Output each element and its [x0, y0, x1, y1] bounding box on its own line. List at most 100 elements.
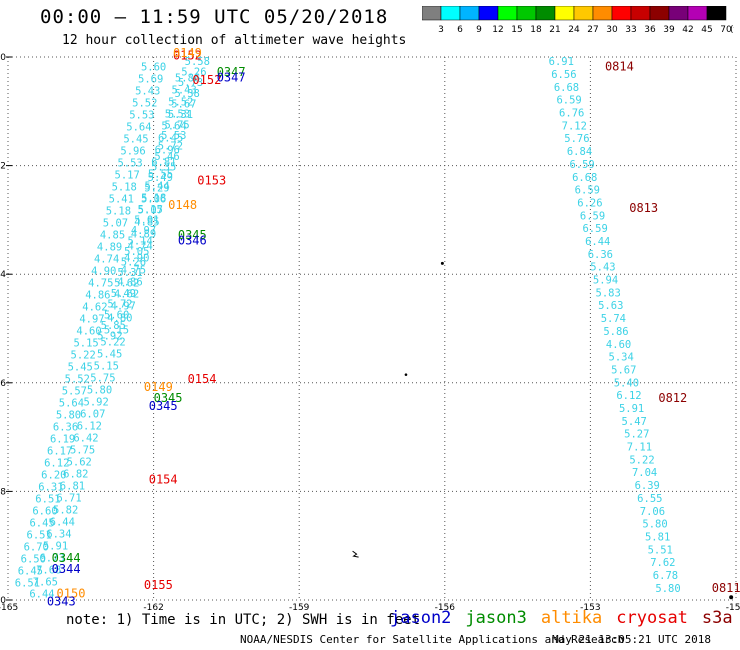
swh-label-west: 5.45	[97, 348, 122, 360]
pass-time-label: 0345	[178, 228, 207, 242]
colorbar-tick-label: 9	[476, 25, 482, 35]
swh-label-west: 4.90	[124, 252, 149, 264]
swh-label-east: 7.12	[562, 120, 587, 132]
colorbar-tick-label: 6	[457, 25, 463, 35]
swh-label-west: 5.80	[87, 384, 112, 396]
swh-label-west-b: 6.20	[41, 469, 66, 481]
satellite-legend-jason3: jason3	[465, 608, 527, 628]
swh-label-west-b: 6.17	[47, 445, 72, 457]
swh-label-west: 5.18	[141, 192, 166, 204]
swh-label-west-c: 5.60	[104, 309, 129, 321]
swh-label-east: 5.22	[629, 454, 654, 466]
swh-label-east: 6.44	[585, 236, 610, 248]
swh-label-east: 6.55	[637, 493, 662, 505]
swh-label-west-b: 4.97	[79, 314, 104, 326]
colorbar-tick-label: 21	[549, 25, 560, 35]
lon-tick-label: -159	[289, 603, 310, 613]
lon-tick-label: -153	[580, 603, 600, 613]
swh-label-west-b: 5.45	[68, 361, 93, 373]
swh-label-east: 6.84	[567, 146, 592, 158]
swh-label-east: 5.76	[564, 133, 589, 145]
map-title: 00:00 – 11:59 UTC 05/20/2018	[40, 6, 389, 28]
pass-time-label: 0811	[712, 581, 740, 595]
swh-label-east: 5.51	[648, 544, 673, 556]
swh-label-east: 6.59	[556, 95, 581, 107]
colorbar-tick-label: 30	[606, 25, 618, 35]
swh-label-west-c: 5.73	[178, 77, 203, 89]
swh-label-east: 5.63	[598, 300, 623, 312]
colorbar-tick-label: 39	[663, 25, 675, 35]
swh-label-west-b: 4.86	[85, 290, 110, 302]
pass-time-label: 0345	[154, 391, 183, 405]
swh-label-west-c: 4.97	[131, 225, 156, 237]
swh-label-west: 5.55	[148, 168, 173, 180]
swh-label-west-c: 5.49	[148, 172, 173, 184]
swh-label-west-b: 5.43	[135, 86, 160, 98]
pass-time-label: 0152	[173, 49, 202, 63]
pass-time-label: 0347	[217, 65, 246, 79]
satellite-legend-s3a: s3a	[701, 608, 733, 628]
swh-label-west: 6.81	[151, 156, 176, 168]
swh-label-west-b: 5.18	[106, 206, 131, 218]
swh-label-west: 5.82	[53, 504, 78, 516]
swh-label-east: 6.68	[572, 172, 597, 184]
swh-label-west-c: 5.92	[97, 330, 122, 342]
swh-label-west-c: 5.53	[161, 130, 186, 142]
swh-label-west-c: 5.62	[114, 278, 139, 290]
pass-time-label: 0343	[47, 594, 76, 608]
swh-label-west: 6.07	[80, 408, 105, 420]
swh-label-east: 6.39	[635, 480, 660, 492]
swh-label-east: 5.81	[645, 531, 670, 543]
swh-label-west: 6.44	[50, 516, 75, 528]
lon-tick-label: -150	[726, 603, 740, 613]
swh-label-east: 6.59	[582, 223, 607, 235]
swh-label-west-b: 6.45	[29, 517, 54, 529]
footer-note: note: 1) Time is in UTC; 2) SWH is in fe…	[66, 612, 421, 628]
swh-label-west-c: 5.72	[107, 299, 132, 311]
swh-label-west-b: 4.85	[100, 230, 125, 242]
pass-time-label: 0813	[629, 201, 658, 215]
swh-label-east: 6.36	[588, 249, 613, 261]
pass-time-label: 0154	[188, 372, 217, 386]
swh-label-west-b: 4.90	[91, 266, 116, 278]
swh-label-east: 6.68	[554, 82, 579, 94]
swh-label-west: 5.86	[175, 72, 200, 84]
swh-label-west: 5.64	[161, 120, 186, 132]
swh-label-west-b: 4.75	[88, 278, 113, 290]
lat-tick-label: -6	[0, 379, 6, 389]
pass-time-label: 0148	[168, 198, 197, 212]
swh-label-west-b: 5.45	[123, 134, 148, 146]
swh-label-west-b: 5.18	[112, 182, 137, 194]
lat-tick-label: -10	[0, 596, 6, 606]
swh-label-west-b: 6.31	[38, 481, 63, 493]
swh-label-west: 5.62	[67, 456, 92, 468]
satellite-legend-cryosat: cryosat	[616, 608, 688, 628]
swh-label-west: 5.07	[138, 204, 163, 216]
swh-label-east: 5.67	[611, 364, 636, 376]
swh-label-west: 5.22	[100, 336, 125, 348]
swh-label-west-b: 5.64	[59, 397, 84, 409]
swh-label-west-c: 5.14	[128, 235, 153, 247]
swh-label-west-b: 5.41	[109, 194, 134, 206]
swh-label-west-b: 4.62	[82, 302, 107, 314]
swh-label-west-c: 5.06	[141, 193, 166, 205]
swh-label-east: 5.91	[619, 403, 644, 415]
swh-label-east: 5.34	[609, 352, 634, 364]
pass-time-label: 0152	[192, 73, 221, 87]
credit-line: NOAA/NESDIS Center for Satellite Applica…	[240, 633, 625, 646]
pass-time-label: 0154	[149, 472, 178, 486]
colorbar-swatch	[706, 6, 727, 21]
swh-label-east: 6.12	[616, 390, 641, 402]
swh-label-east: 6.78	[653, 570, 678, 582]
swh-label-east: 5.74	[601, 313, 626, 325]
colorbar-tick-label: 18	[530, 25, 542, 35]
swh-label-east: 6.59	[575, 185, 600, 197]
swh-label-east: 7.04	[632, 467, 657, 479]
swh-label-west: 5.53	[165, 108, 190, 120]
pass-time-label: 0347	[217, 70, 246, 84]
swh-label-east: 6.59	[580, 210, 605, 222]
swh-label-west-c: 5.05	[124, 246, 149, 258]
swh-label-west: 6.34	[46, 528, 71, 540]
lon-tick-label: -156	[435, 603, 456, 613]
